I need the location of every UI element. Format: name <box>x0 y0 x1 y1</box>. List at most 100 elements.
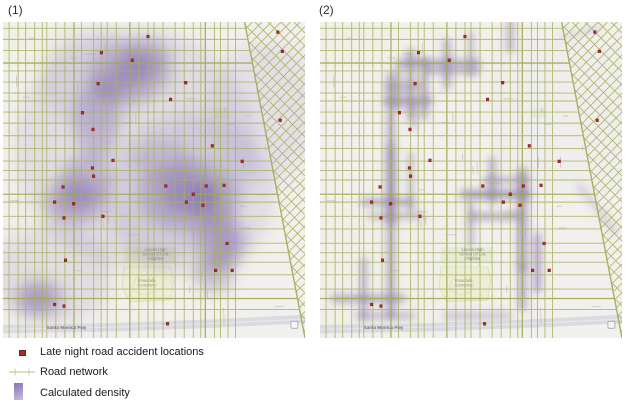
map-panel-network-density: Loyola High School Of Los Angeles Rosedale C… <box>320 22 622 338</box>
svg-text:Rosedale: Rosedale <box>455 278 473 283</box>
accident-point <box>397 111 401 115</box>
panel2-label: (2) <box>319 3 334 17</box>
accident-point <box>413 81 417 86</box>
legend-item-road-network: Road network <box>0 362 300 382</box>
accident-point <box>225 241 229 246</box>
accident-point <box>408 127 412 132</box>
accident-point <box>90 166 94 170</box>
svg-text:Loyola High: Loyola High <box>144 247 167 252</box>
accident-point <box>481 184 485 188</box>
accident-point <box>63 258 68 262</box>
accident-point <box>222 183 226 187</box>
accident-point <box>240 159 244 163</box>
accident-point <box>508 192 512 196</box>
accident-point <box>547 268 551 273</box>
legend-item-accidents: Late night road accident locations <box>0 342 300 362</box>
accident-point-symbol <box>19 350 26 356</box>
legend: Late night road accident locations Road … <box>0 342 300 404</box>
svg-text:School Of Los: School Of Los <box>459 251 485 256</box>
accident-point <box>53 302 57 307</box>
highway-shield-icon <box>607 320 616 329</box>
accident-point <box>379 216 383 220</box>
accident-point <box>214 268 218 273</box>
accident-point <box>184 200 188 204</box>
accident-point <box>201 203 205 207</box>
accident-point <box>164 184 168 188</box>
map-panel-kernel-density: Loyola High School Of Los Angeles Rosedale C… <box>3 22 305 338</box>
legend-item-density: Calculated density <box>0 382 300 404</box>
accident-point <box>72 202 76 206</box>
accident-point <box>278 118 282 122</box>
density-gradient-symbol <box>14 383 23 400</box>
accident-point <box>99 51 103 55</box>
accident-point <box>597 49 601 54</box>
accident-point <box>518 203 522 207</box>
accident-point <box>370 200 374 204</box>
accident-point <box>111 158 115 163</box>
panel1-label: (1) <box>8 3 23 17</box>
accident-point <box>483 322 487 326</box>
accident-point <box>463 34 467 39</box>
accident-point <box>280 49 284 54</box>
accident-point <box>230 268 234 273</box>
svg-text:Santa Monica Fwy: Santa Monica Fwy <box>47 325 87 330</box>
svg-text:Cemetery: Cemetery <box>137 283 156 288</box>
accident-point <box>593 30 597 34</box>
svg-text:Loyola High: Loyola High <box>461 247 484 252</box>
accident-point <box>407 166 411 170</box>
accident-point <box>501 81 505 85</box>
accident-point <box>595 118 599 122</box>
accident-point <box>557 159 561 163</box>
accident-points-layer <box>370 30 601 326</box>
accident-point <box>204 184 208 188</box>
accident-point <box>61 185 65 189</box>
accident-point <box>80 111 84 115</box>
accident-point <box>521 184 525 188</box>
accident-point <box>389 202 393 206</box>
svg-text:Santa Monica Fwy: Santa Monica Fwy <box>364 325 404 330</box>
accident-point <box>379 304 383 308</box>
accident-point <box>378 185 382 189</box>
accident-point <box>531 268 535 273</box>
svg-text:Rosedale: Rosedale <box>138 278 156 283</box>
accident-point <box>62 304 66 308</box>
accident-point <box>486 97 490 102</box>
accident-point <box>447 58 451 62</box>
accident-point <box>501 200 505 204</box>
accident-point <box>542 241 546 246</box>
accident-point <box>409 174 413 178</box>
accident-point <box>380 258 385 262</box>
accident-point <box>428 158 432 163</box>
accident-point <box>146 34 150 39</box>
highway-shield-icon <box>290 320 299 329</box>
legend-label-density: Calculated density <box>40 387 130 399</box>
accident-point <box>96 81 100 86</box>
accident-point <box>62 216 66 220</box>
accident-point <box>101 214 105 218</box>
accident-point <box>276 30 280 34</box>
accident-point <box>169 97 173 102</box>
accident-point <box>191 192 195 196</box>
road-line-symbol <box>9 368 35 376</box>
accident-point <box>539 183 543 187</box>
svg-text:Angeles: Angeles <box>465 256 480 261</box>
svg-text:Cemetery: Cemetery <box>454 283 473 288</box>
accident-point <box>91 127 95 132</box>
legend-label-road-network: Road network <box>40 366 108 378</box>
accident-point <box>370 302 374 307</box>
accident-point <box>92 174 96 178</box>
svg-text:School Of Los: School Of Los <box>142 251 168 256</box>
accident-point <box>210 144 214 148</box>
accident-point <box>184 81 188 85</box>
svg-text:Angeles: Angeles <box>148 256 163 261</box>
accident-point <box>130 58 134 62</box>
accident-point <box>418 214 422 218</box>
legend-label-accidents: Late night road accident locations <box>40 346 204 358</box>
accident-point <box>166 322 170 326</box>
accident-point <box>53 200 57 204</box>
